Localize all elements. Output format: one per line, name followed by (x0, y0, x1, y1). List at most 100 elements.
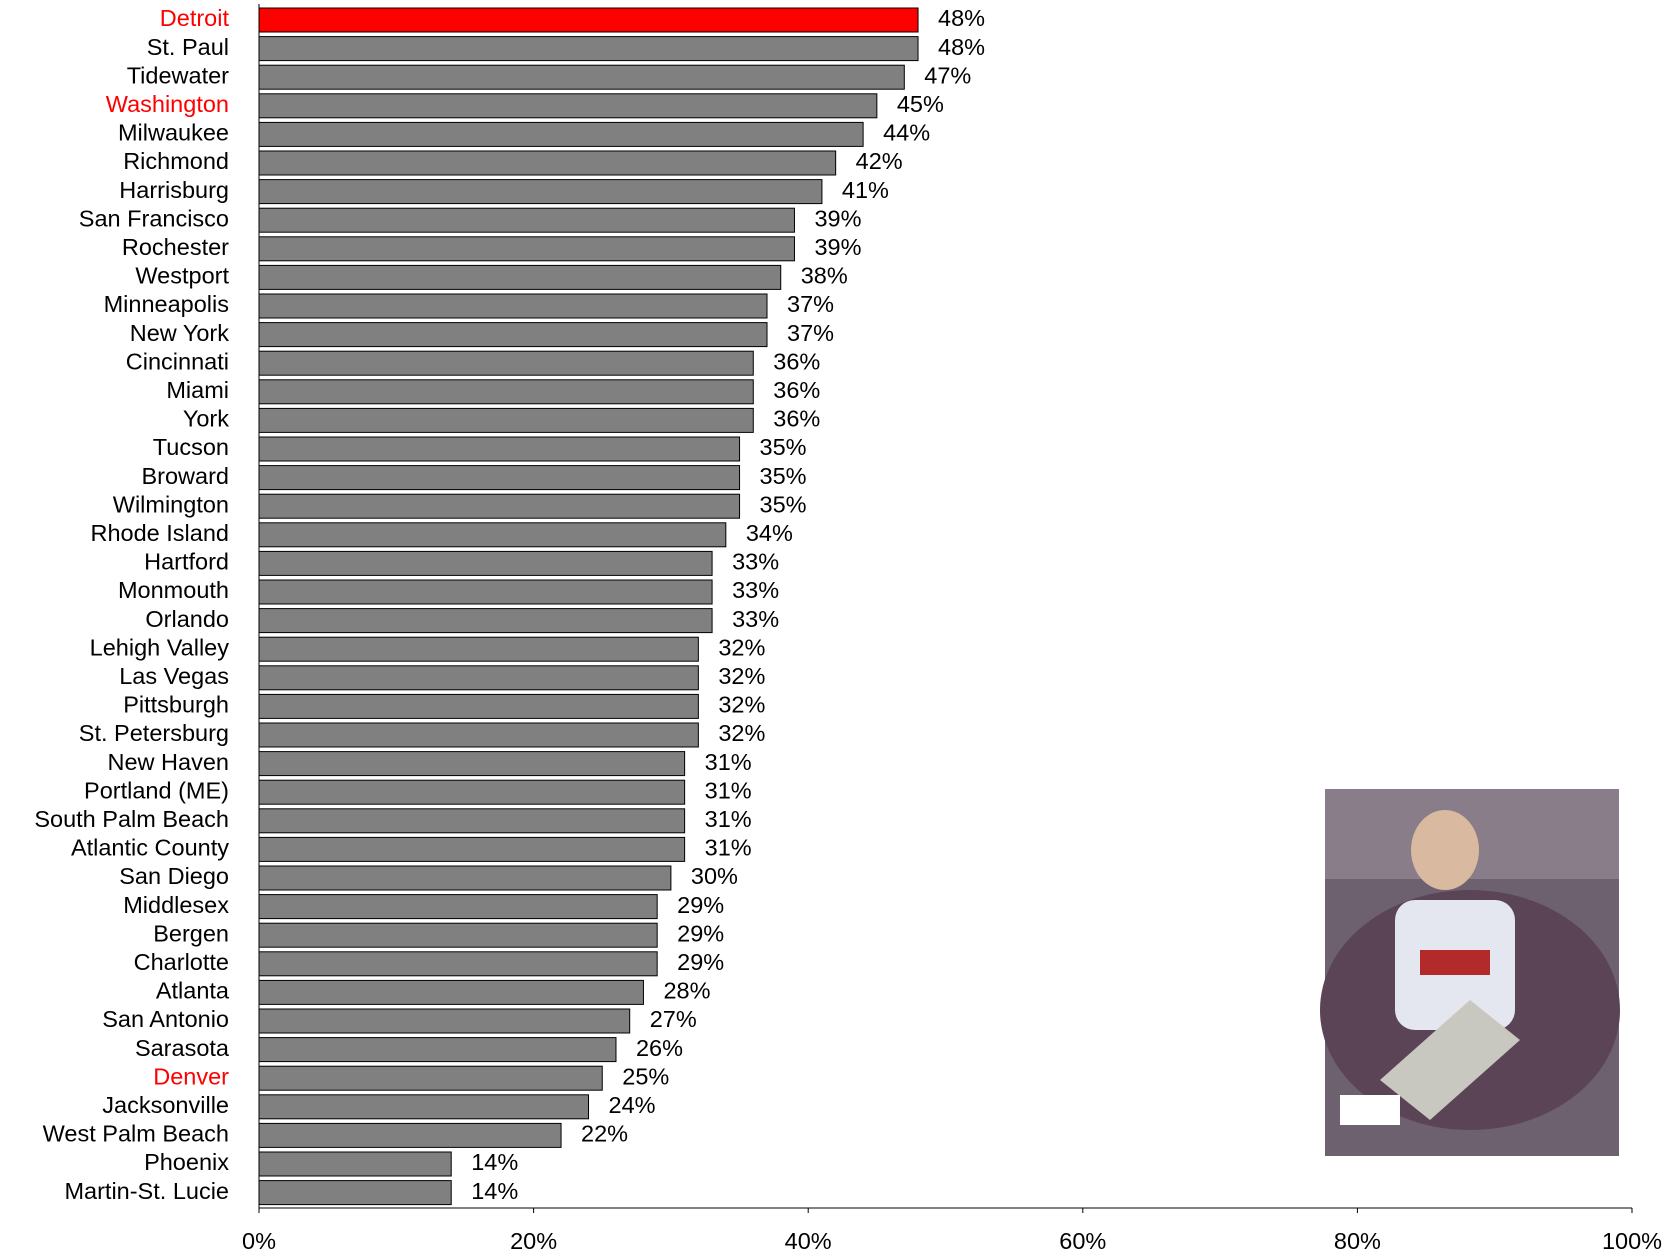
bar (258, 951, 658, 977)
bar (258, 693, 699, 719)
y-tick-label: Washington (106, 91, 229, 117)
y-tick-label: Portland (ME) (84, 777, 229, 803)
bar (258, 322, 768, 348)
bar (258, 150, 837, 176)
value-label: 34% (746, 520, 793, 546)
value-label: 48% (938, 34, 985, 60)
value-label: 24% (609, 1092, 656, 1118)
value-label: 37% (787, 320, 834, 346)
bar (258, 751, 686, 777)
value-label: 29% (677, 949, 724, 975)
value-label: 25% (622, 1063, 669, 1089)
bar (258, 93, 878, 119)
y-tick-label: Cincinnati (126, 348, 229, 374)
bar (258, 979, 644, 1005)
bar (258, 550, 713, 576)
value-label: 31% (705, 777, 752, 803)
x-tick-label: 20% (510, 1228, 557, 1254)
value-label: 14% (471, 1149, 518, 1175)
y-tick-label: Atlantic County (71, 835, 229, 861)
y-tick-label: Rhode Island (91, 520, 230, 546)
bar (258, 608, 713, 634)
bar (258, 1151, 452, 1177)
x-tick-label: 60% (1059, 1228, 1106, 1254)
y-tick-label: Minneapolis (104, 291, 229, 317)
bar (258, 665, 699, 691)
value-label: 31% (705, 749, 752, 775)
bar (258, 7, 919, 33)
bar (258, 1094, 590, 1120)
value-label: 36% (773, 377, 820, 403)
value-label: 32% (718, 720, 765, 746)
value-label: 32% (718, 663, 765, 689)
y-tick-label: Charlotte (134, 949, 229, 975)
bar (258, 922, 658, 948)
bar (258, 1037, 617, 1063)
y-tick-label: Martin-St. Lucie (64, 1178, 229, 1204)
bar (258, 436, 741, 462)
value-label: 33% (732, 577, 779, 603)
value-label: 42% (856, 148, 903, 174)
bar (258, 207, 795, 233)
y-tick-label: Jacksonville (102, 1092, 229, 1118)
bar (258, 1122, 562, 1148)
bar (258, 264, 782, 290)
bar (258, 465, 741, 491)
bar (258, 1008, 631, 1034)
value-label: 48% (938, 5, 985, 31)
y-tick-label: Bergen (153, 920, 229, 946)
y-tick-label: Phoenix (144, 1149, 229, 1175)
value-label: 30% (691, 863, 738, 889)
value-label: 27% (650, 1006, 697, 1032)
value-label: 45% (897, 91, 944, 117)
bar (258, 1065, 603, 1091)
y-tick-label: Richmond (123, 148, 229, 174)
y-tick-label: Tidewater (127, 62, 229, 88)
y-tick-label: York (183, 406, 229, 432)
bar (258, 894, 658, 920)
value-label: 31% (705, 835, 752, 861)
value-label: 32% (718, 692, 765, 718)
y-tick-label: Las Vegas (119, 663, 229, 689)
y-tick-label: San Diego (119, 863, 229, 889)
bar (258, 493, 741, 519)
photo (1320, 789, 1620, 1156)
value-label: 33% (732, 549, 779, 575)
y-tick-label: Westport (135, 263, 229, 289)
x-tick-label: 80% (1334, 1228, 1381, 1254)
value-label: 31% (705, 806, 752, 832)
value-label: 29% (677, 920, 724, 946)
bar (258, 236, 795, 262)
y-tick-label: Atlanta (156, 978, 230, 1004)
bar (258, 407, 754, 433)
y-tick-label: New Haven (108, 749, 229, 775)
y-tick-label: St. Paul (147, 34, 229, 60)
bar (258, 1180, 452, 1206)
y-tick-label: Harrisburg (119, 177, 229, 203)
y-tick-label: New York (130, 320, 230, 346)
bar (258, 522, 727, 548)
bar (258, 722, 699, 748)
y-tick-label: Milwaukee (118, 120, 229, 146)
y-tick-label: Hartford (144, 549, 229, 575)
value-label: 37% (787, 291, 834, 317)
y-tick-label: Monmouth (118, 577, 229, 603)
y-tick-label: Denver (153, 1063, 229, 1089)
value-label: 32% (718, 634, 765, 660)
value-label: 38% (801, 263, 848, 289)
y-tick-label: Detroit (160, 5, 230, 31)
value-label: 26% (636, 1035, 683, 1061)
value-label: 47% (924, 62, 971, 88)
value-label: 35% (760, 463, 807, 489)
bar (258, 579, 713, 605)
bar (258, 350, 754, 376)
value-label: 29% (677, 892, 724, 918)
x-tick-label: 40% (785, 1228, 832, 1254)
y-tick-label: South Palm Beach (34, 806, 229, 832)
y-tick-label: Lehigh Valley (90, 634, 230, 660)
bar (258, 179, 823, 205)
value-label: 14% (471, 1178, 518, 1204)
value-label: 35% (760, 491, 807, 517)
y-tick-label: San Francisco (79, 205, 229, 231)
